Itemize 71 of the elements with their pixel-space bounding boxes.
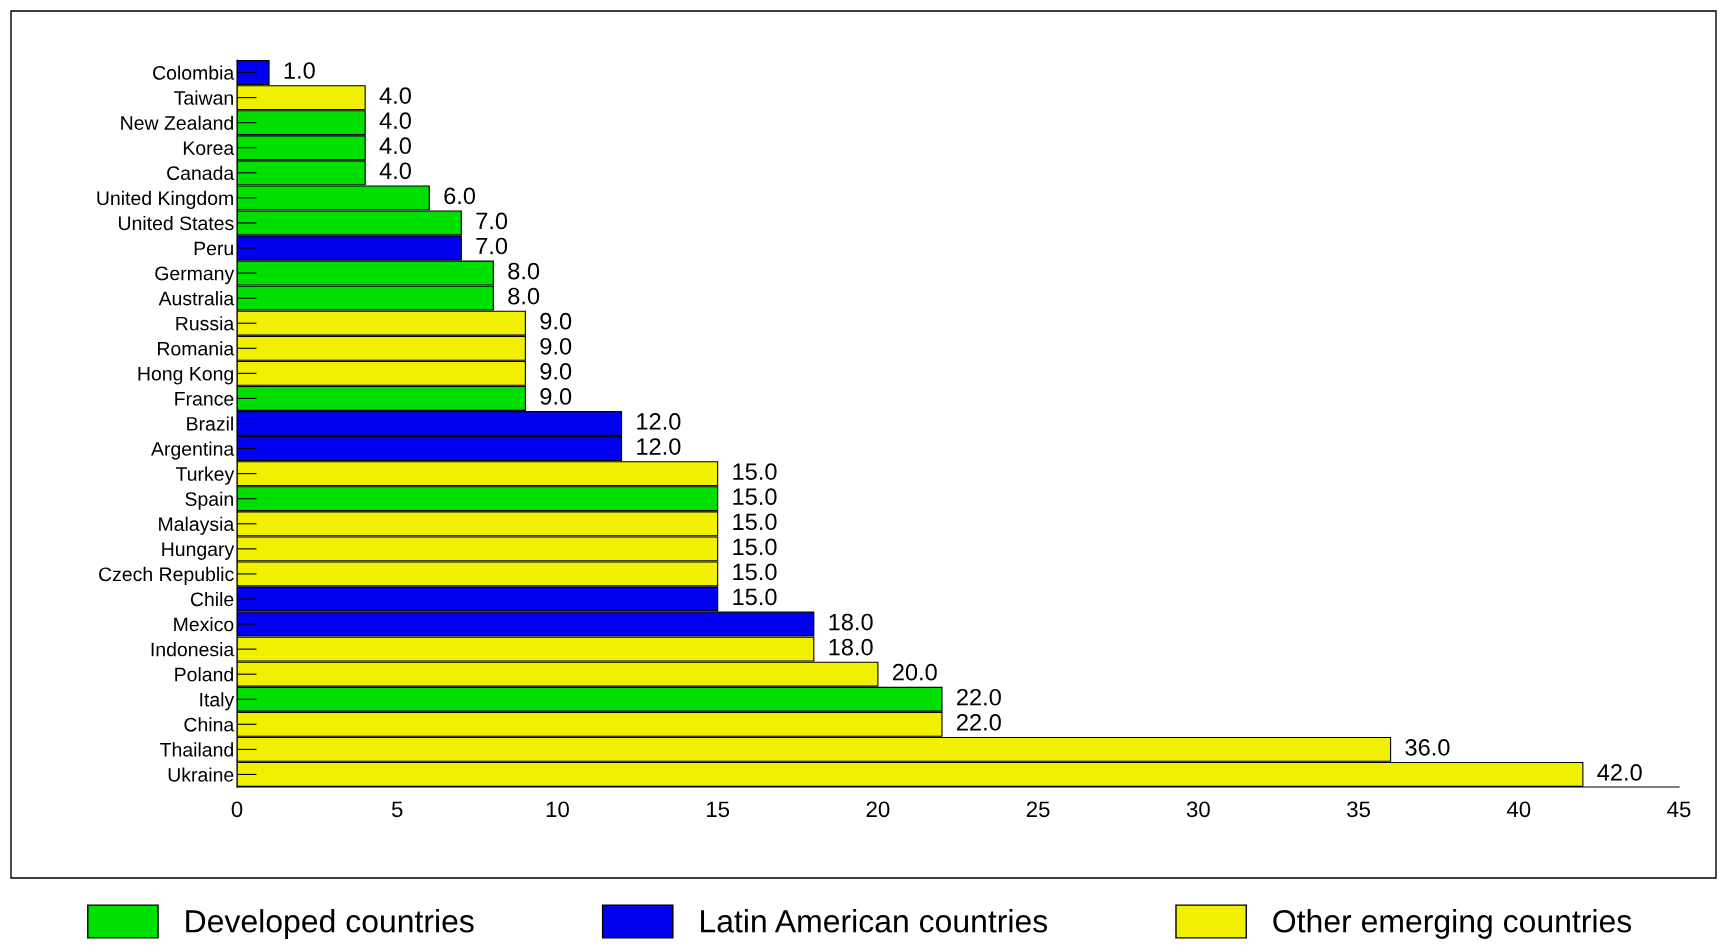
data-label: 4.0 <box>379 112 411 130</box>
y-tick-label: Malaysia <box>159 516 235 535</box>
y-tick-label: Romania <box>158 341 235 356</box>
x-tick-label: 25 <box>1026 801 1050 818</box>
y-tick-label: Czech Republic <box>99 566 234 585</box>
y-tick-label: Hungary <box>162 542 235 560</box>
y-tick-label: Mexico <box>174 617 234 632</box>
data-label: 9.0 <box>540 362 572 380</box>
data-label: 15.0 <box>733 588 777 606</box>
data-label: 12.0 <box>637 438 681 455</box>
x-tick-label: 30 <box>1186 801 1210 818</box>
y-tick-label: France <box>175 392 234 406</box>
y-tick-label: Germany <box>155 266 235 285</box>
y-tick-label: Chile <box>190 591 234 607</box>
legend-label: Other emerging countries <box>1273 909 1632 939</box>
data-label: 7.0 <box>476 237 508 255</box>
data-label: 15.0 <box>733 538 777 556</box>
data-label: 8.0 <box>508 262 540 280</box>
y-tick-label: Australia <box>158 291 235 306</box>
x-tick-label: 35 <box>1347 801 1370 818</box>
x-tick-label: 10 <box>546 801 569 818</box>
y-tick-label: Hong Kong <box>138 367 233 385</box>
data-label: 1.0 <box>284 62 315 79</box>
y-tick-label: Canada <box>167 165 235 181</box>
y-tick-label: Turkey <box>175 466 235 485</box>
y-tick-label: China <box>184 717 235 732</box>
legend-label: Latin American countries <box>701 909 1048 933</box>
y-tick-label: Italy <box>200 692 235 711</box>
data-label: 18.0 <box>829 638 873 656</box>
y-tick-label: Brazil <box>187 416 233 431</box>
y-tick-label: Russia <box>176 316 235 331</box>
y-tick-label: Korea <box>183 141 235 155</box>
y-tick-label: Poland <box>175 667 233 682</box>
data-label: 4.0 <box>379 162 411 180</box>
y-tick-label: New Zealand <box>121 115 233 130</box>
y-tick-label: Colombia <box>153 65 235 80</box>
y-tick-label: Spain <box>185 491 233 510</box>
data-label: 15.0 <box>733 513 777 531</box>
data-label: 20.0 <box>892 663 937 681</box>
data-label: 36.0 <box>1405 739 1450 756</box>
x-tick-label: 45 <box>1667 801 1691 818</box>
x-tick-label: 40 <box>1506 801 1531 818</box>
y-tick-label: Argentina <box>151 441 235 460</box>
data-label: 18.0 <box>829 613 873 631</box>
x-tick-label: 5 <box>391 801 403 818</box>
y-tick-label: Indonesia <box>151 642 235 657</box>
y-tick-label: United States <box>119 215 234 231</box>
data-label: 22.0 <box>957 713 1001 731</box>
data-label: 15.0 <box>733 563 777 581</box>
data-label: 15.0 <box>733 463 777 480</box>
legend-label: Developed countries <box>186 909 474 939</box>
x-tick-label: 15 <box>707 801 730 818</box>
data-label: 4.0 <box>379 87 411 104</box>
data-label: 8.0 <box>508 287 540 305</box>
data-label: 4.0 <box>379 137 411 155</box>
y-tick-label: Thailand <box>160 742 233 757</box>
y-tick-label: Taiwan <box>174 90 233 105</box>
data-label: 12.0 <box>637 413 681 430</box>
data-label: 42.0 <box>1597 764 1642 781</box>
data-label: 9.0 <box>540 337 572 355</box>
data-label: 15.0 <box>733 488 777 506</box>
y-tick-label: Ukraine <box>168 767 234 782</box>
data-label: 22.0 <box>957 688 1001 706</box>
data-label: 9.0 <box>540 388 572 405</box>
y-tick-label: Peru <box>194 241 233 256</box>
data-label: 9.0 <box>540 312 572 330</box>
x-tick-label: 0 <box>231 801 243 818</box>
data-label: 7.0 <box>476 212 508 230</box>
data-label: 6.0 <box>444 187 476 205</box>
y-tick-label: United Kingdom <box>97 190 233 209</box>
x-tick-label: 20 <box>866 801 890 818</box>
